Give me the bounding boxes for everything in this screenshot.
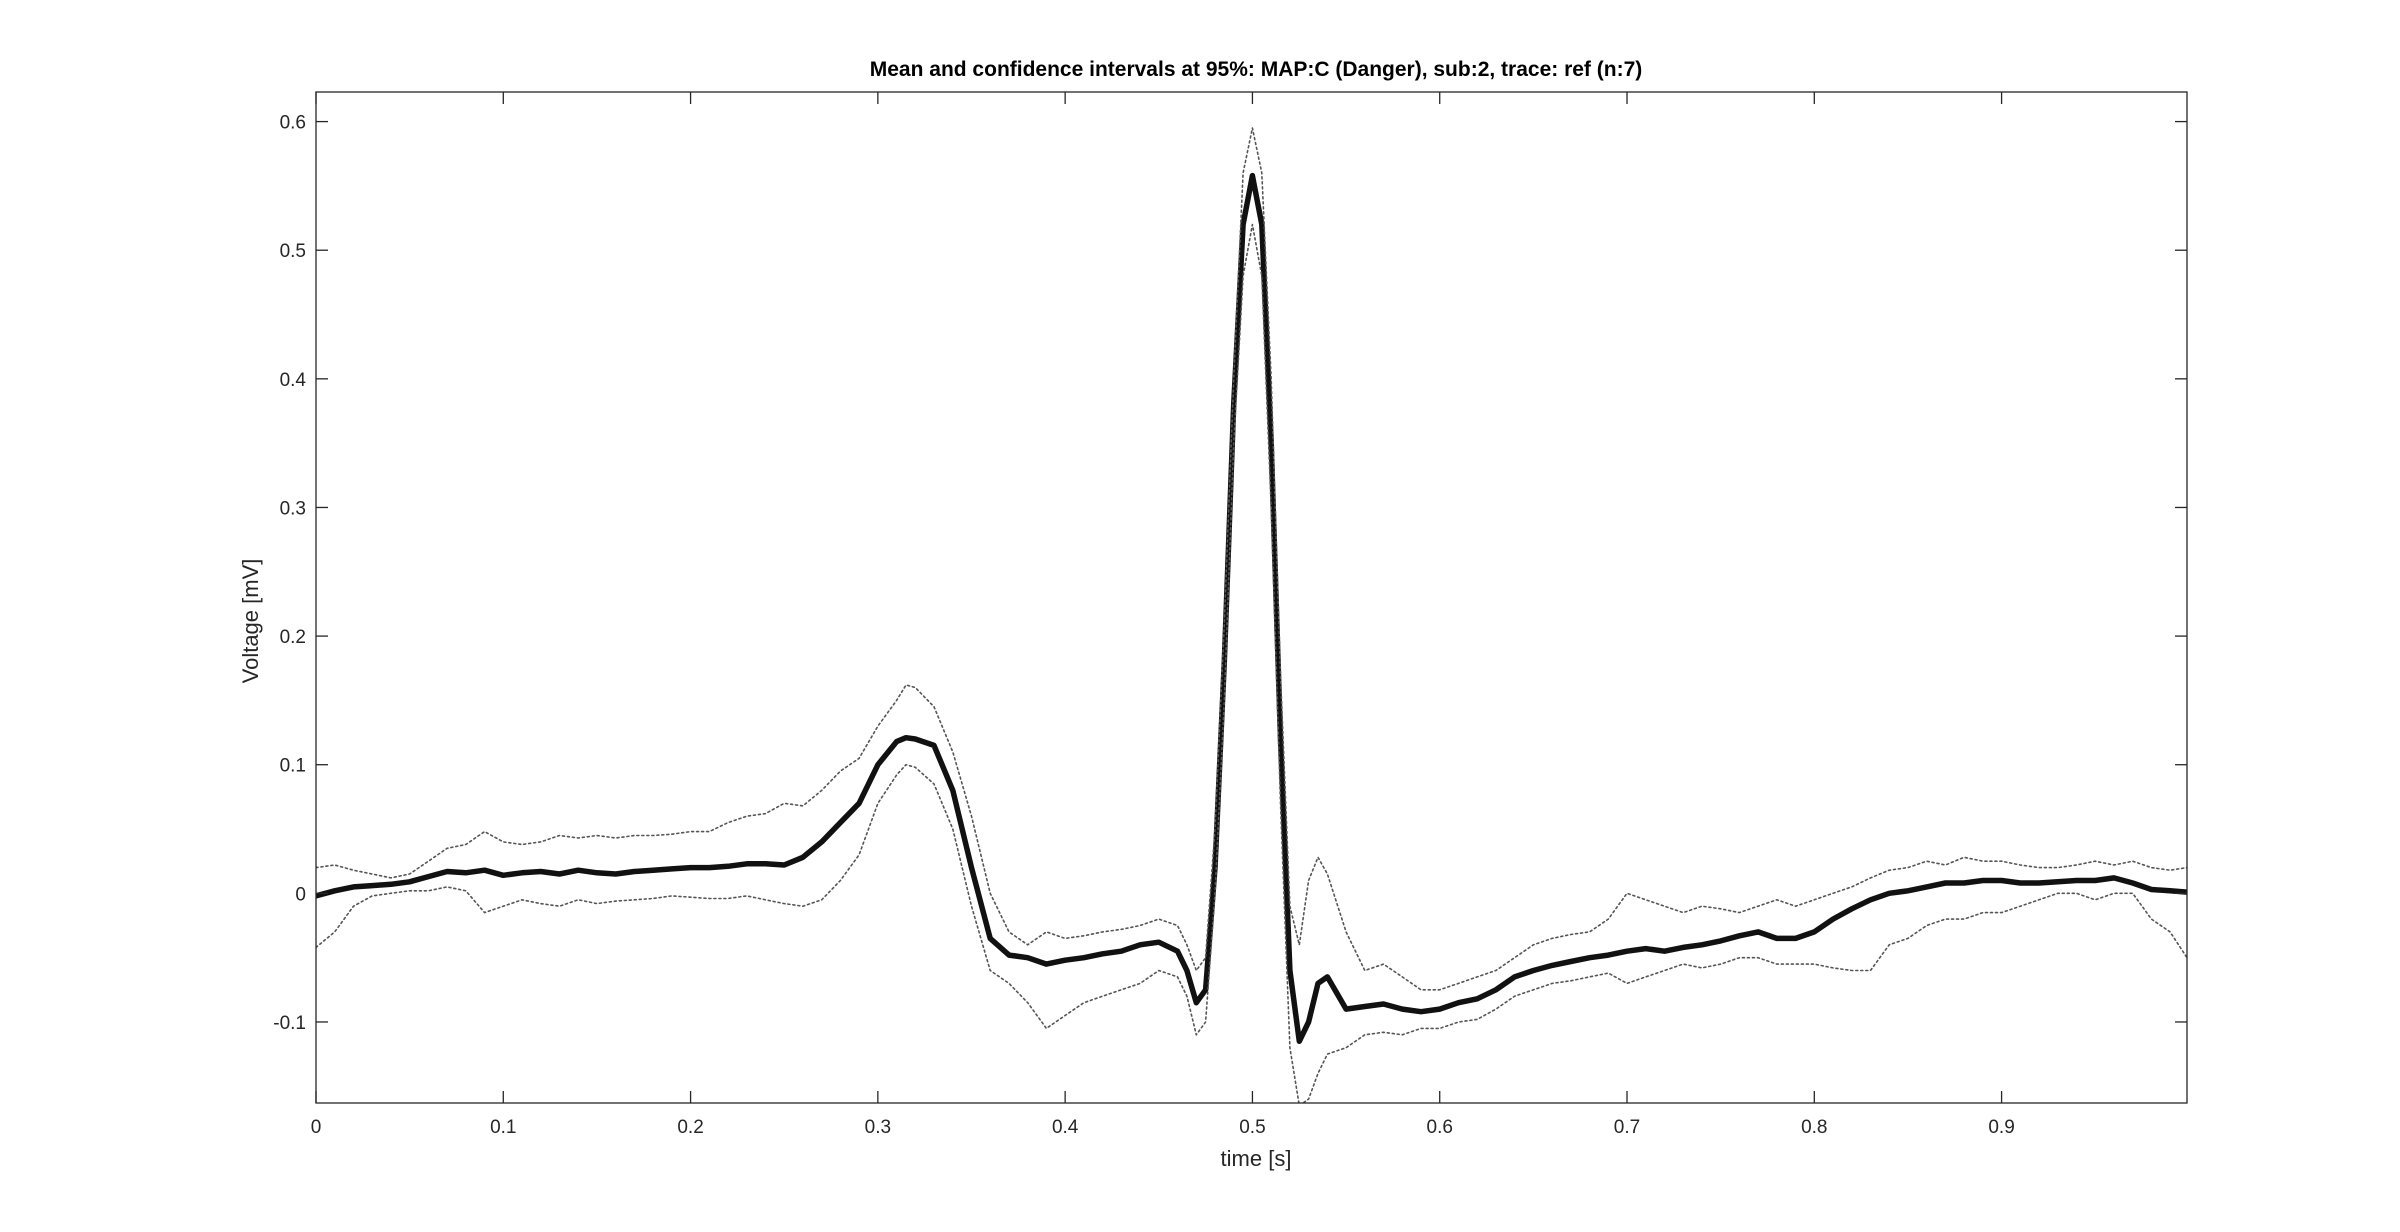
y-tick-label: 0 bbox=[295, 884, 306, 905]
x-tick-label: 0.6 bbox=[1427, 1117, 1453, 1138]
y-tick-label: 0.1 bbox=[280, 756, 306, 777]
axes-box bbox=[315, 91, 2188, 1104]
y-tick-label: 0.6 bbox=[280, 113, 306, 134]
x-tick-label: 0.3 bbox=[865, 1117, 891, 1138]
x-tick-label: 0.9 bbox=[1988, 1117, 2014, 1138]
series-layer bbox=[316, 127, 2187, 1103]
x-tick-label: 0.8 bbox=[1801, 1117, 1827, 1138]
y-tick-label: 0.3 bbox=[280, 498, 306, 519]
x-tick-label: 0.1 bbox=[490, 1117, 516, 1138]
series-line-mean bbox=[316, 172, 2187, 1045]
y-tick-label: 0.4 bbox=[280, 370, 307, 391]
x-tick-label: 0.7 bbox=[1614, 1117, 1640, 1138]
plot-area bbox=[316, 92, 2187, 1103]
y-axis-label: Voltage [mV] bbox=[238, 559, 263, 684]
x-tick-label: 0.2 bbox=[677, 1117, 703, 1138]
y-tick-label: 0.2 bbox=[280, 627, 306, 648]
axes-layer: 0 0.1 0.2 0.3 0.4 0.5 0.6 0.7 0.8 0.9 -0.1 0 0.1 0.2 0… bbox=[273, 91, 2188, 1138]
plot-background bbox=[316, 92, 2187, 1103]
series-line-upper-ci bbox=[316, 127, 2187, 991]
series-line-lower-ci bbox=[316, 223, 2187, 1103]
x-tick-label: 0.4 bbox=[1052, 1117, 1079, 1138]
chart-title: Mean and confidence intervals at 95%: MA… bbox=[870, 58, 1643, 81]
x-axis-label: time [s] bbox=[1221, 1146, 1292, 1171]
x-tick-label: 0 bbox=[311, 1117, 322, 1138]
x-tick-label: 0.5 bbox=[1239, 1117, 1265, 1138]
y-tick-label: 0.5 bbox=[280, 241, 306, 262]
y-tick-label: -0.1 bbox=[273, 1013, 306, 1034]
